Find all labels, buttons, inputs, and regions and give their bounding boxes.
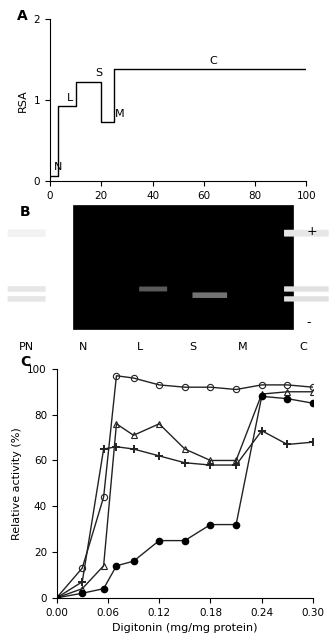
FancyBboxPatch shape [8,230,46,237]
Text: N: N [79,342,88,352]
FancyBboxPatch shape [8,286,46,292]
FancyBboxPatch shape [284,296,329,301]
Text: M: M [115,109,125,119]
Y-axis label: Relative activity (%): Relative activity (%) [12,427,22,540]
Text: +: + [306,225,317,238]
X-axis label: Digitonin (mg/mg protein): Digitonin (mg/mg protein) [112,623,257,633]
FancyBboxPatch shape [284,286,329,292]
Bar [73,205,293,329]
Y-axis label: RSA: RSA [18,89,28,111]
Text: C: C [209,56,217,66]
Text: C: C [21,355,31,369]
Text: M: M [238,342,248,352]
FancyBboxPatch shape [192,293,227,298]
X-axis label: % Protein: % Protein [152,207,205,216]
Text: B: B [20,205,31,219]
Text: N: N [54,162,62,172]
Text: S: S [189,342,197,352]
FancyBboxPatch shape [139,287,167,291]
Text: S: S [95,68,102,78]
FancyBboxPatch shape [8,296,46,301]
Text: PN: PN [19,342,34,352]
Text: L: L [67,93,73,102]
Text: C: C [299,342,307,352]
Text: A: A [17,10,27,24]
Text: -: - [306,316,311,329]
Text: L: L [137,342,143,352]
FancyBboxPatch shape [284,230,329,237]
